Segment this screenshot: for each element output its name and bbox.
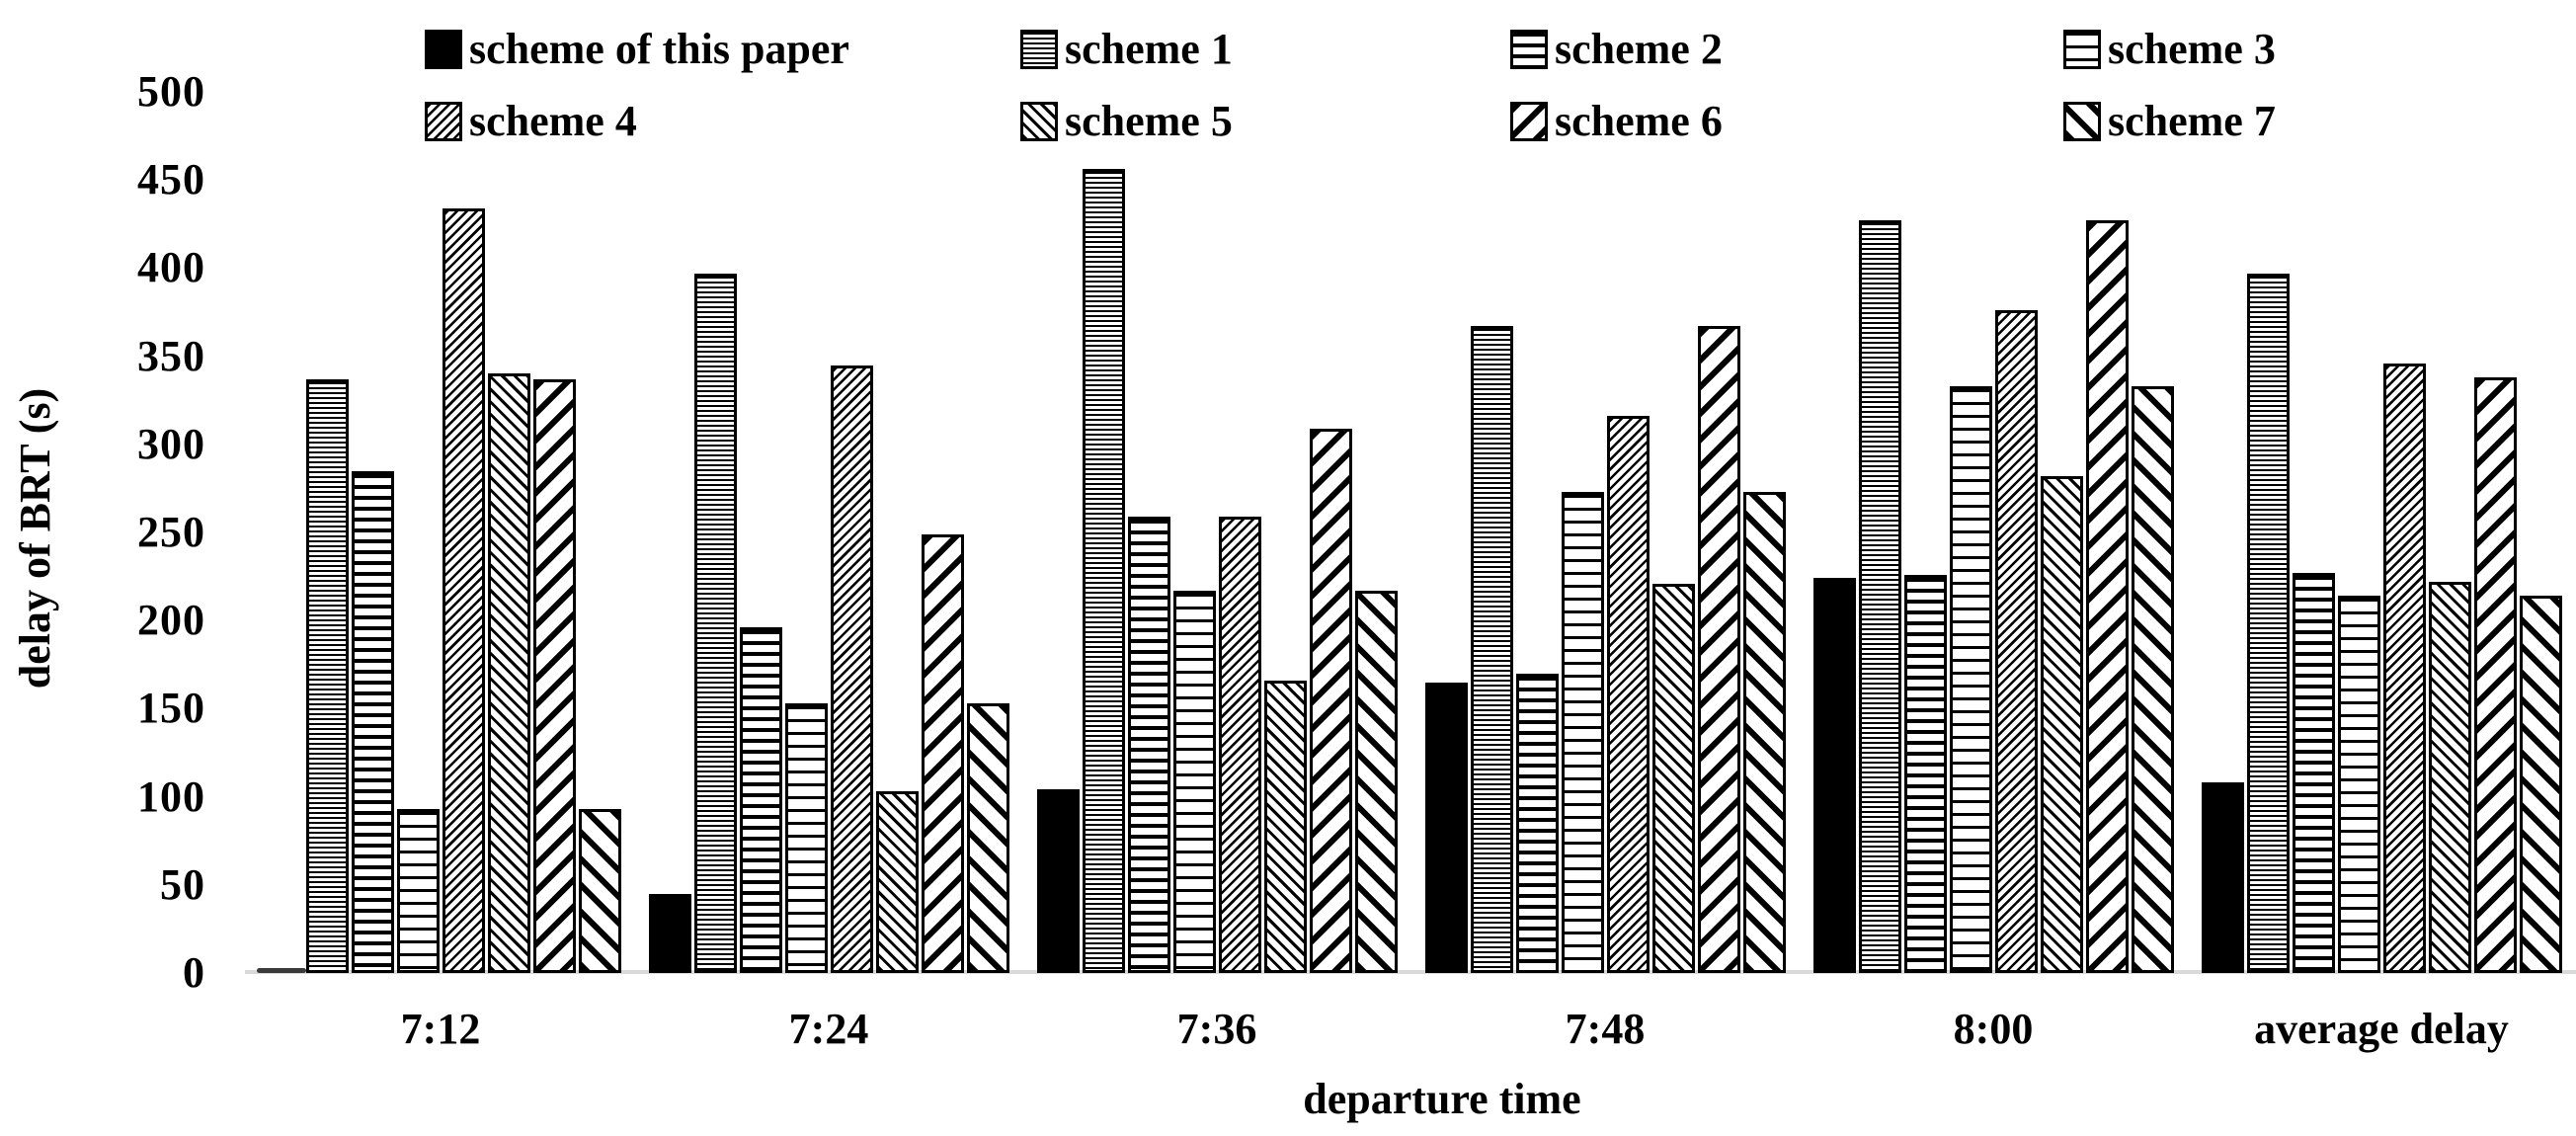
bar: [1813, 578, 1856, 973]
legend-swatch-icon: [425, 102, 462, 141]
bar: [922, 534, 964, 973]
legend-label: scheme 1: [1065, 25, 1233, 73]
bar: [488, 373, 530, 973]
bar: [2520, 596, 2562, 973]
legend-swatch-icon: [1020, 30, 1058, 69]
legend-swatch-icon: [2063, 102, 2101, 141]
bar: [876, 791, 919, 973]
legend-entry: scheme 2: [1510, 26, 1723, 73]
bar: [2132, 386, 2174, 973]
bar: [785, 703, 828, 973]
bar: [2202, 782, 2244, 973]
x-category-label: 7:24: [788, 1005, 869, 1053]
y-tick-label: 350: [137, 331, 205, 380]
bar: [2383, 364, 2426, 973]
bar: [306, 379, 349, 973]
y-tick-label: 300: [137, 419, 205, 468]
bar: [694, 274, 737, 973]
bar: [1173, 591, 1216, 973]
y-tick-label: 400: [137, 243, 205, 292]
bar: [649, 894, 691, 973]
legend-label: scheme 5: [1065, 97, 1233, 145]
bar: [2293, 573, 2335, 973]
bar: [1995, 310, 2038, 973]
x-axis-title: departure time: [1303, 1075, 1581, 1123]
y-tick-label: 500: [137, 67, 205, 116]
bar: [257, 968, 306, 973]
legend-entry: scheme 3: [2063, 26, 2276, 73]
legend-entry: scheme 6: [1510, 98, 1723, 145]
bar: [2429, 582, 2471, 973]
bar: [443, 208, 485, 973]
legend-label: scheme 7: [2108, 97, 2276, 145]
bar: [1310, 429, 1352, 973]
legend-swatch-icon: [1020, 102, 1058, 141]
bar: [533, 379, 576, 973]
legend-entry: scheme 5: [1020, 98, 1233, 145]
legend-swatch-icon: [425, 30, 462, 69]
x-category-label: 7:48: [1565, 1005, 1646, 1053]
bar: [740, 627, 782, 973]
legend-entry: scheme of this paper: [425, 26, 849, 73]
y-tick-label: 0: [183, 948, 205, 997]
x-category-label: 8:00: [1953, 1005, 2034, 1053]
y-tick-label: 50: [160, 859, 205, 909]
bar: [1128, 517, 1170, 973]
bar: [2338, 596, 2380, 973]
x-category-label: 7:12: [400, 1005, 481, 1053]
x-axis-baseline: [245, 970, 2576, 974]
legend-swatch-icon: [1510, 102, 1548, 141]
legend-label: scheme 4: [469, 97, 637, 145]
x-category-label: 7:36: [1176, 1005, 1257, 1053]
legend-label: scheme 2: [1555, 25, 1723, 73]
bar: [1516, 674, 1559, 973]
bar: [2247, 274, 2290, 973]
bar: [1562, 492, 1604, 973]
bar: [831, 365, 873, 973]
bar: [1355, 591, 1398, 973]
bar: [1859, 220, 1901, 973]
bar: [1950, 386, 1992, 973]
y-tick-label: 250: [137, 508, 205, 556]
bar: [1264, 681, 1307, 973]
legend-label: scheme 6: [1555, 97, 1723, 145]
legend-entry: scheme 7: [2063, 98, 2276, 145]
y-tick-label: 100: [137, 771, 205, 821]
bar: [967, 703, 1009, 973]
bar: [352, 471, 394, 973]
bar: [1219, 517, 1261, 973]
bar: [2041, 476, 2083, 973]
bar: [1425, 683, 1468, 973]
y-tick-label: 450: [137, 155, 205, 204]
bar: [1698, 326, 1740, 973]
legend-entry: scheme 4: [425, 98, 637, 145]
legend-label: scheme of this paper: [469, 25, 849, 73]
bar: [1607, 416, 1650, 973]
bar: [1652, 584, 1695, 973]
y-tick-label: 150: [137, 684, 205, 733]
bar: [1037, 789, 1080, 973]
legend-entry: scheme 1: [1020, 26, 1233, 73]
legend-label: scheme 3: [2108, 25, 2276, 73]
y-tick-label: 200: [137, 596, 205, 645]
x-category-label: average delay: [2254, 1005, 2509, 1053]
bar: [1743, 492, 1786, 973]
bar: [1471, 326, 1513, 973]
bar: [1904, 575, 1947, 973]
bar: [1083, 169, 1125, 973]
legend-swatch-icon: [1510, 30, 1548, 69]
bar: [397, 809, 440, 973]
bar: [2474, 377, 2517, 973]
bar: [2086, 220, 2129, 973]
bar: [579, 809, 621, 973]
legend-swatch-icon: [2063, 30, 2101, 69]
